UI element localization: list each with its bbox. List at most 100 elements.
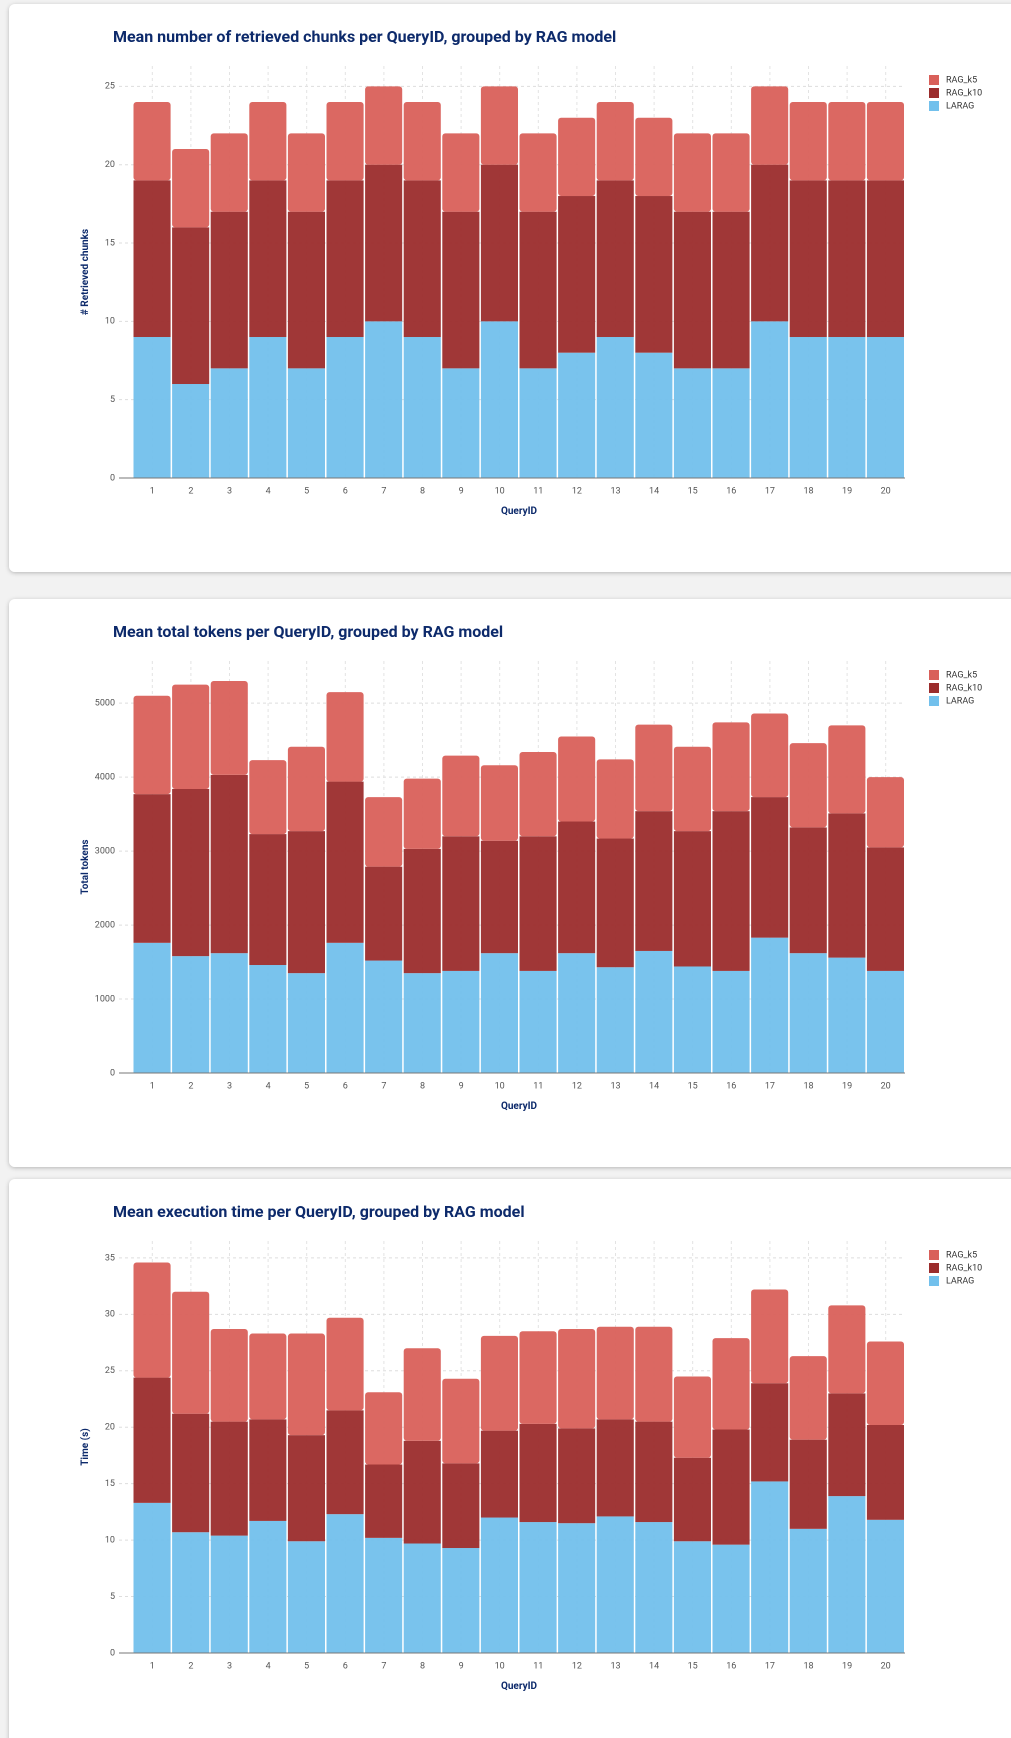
bar-segment xyxy=(519,1331,557,1424)
bar-segment xyxy=(635,811,673,951)
x-axis-label: QueryID xyxy=(501,1681,538,1692)
x-tick-label: 12 xyxy=(572,1081,582,1091)
bar-segment xyxy=(828,725,866,814)
bar-segment xyxy=(365,866,403,961)
x-tick-label: 9 xyxy=(459,1661,464,1671)
bar-segment xyxy=(673,133,711,212)
bar-segment xyxy=(558,1428,596,1524)
bar-segment xyxy=(287,973,325,1073)
bar-segment xyxy=(172,956,210,1073)
x-tick-label: 17 xyxy=(765,486,775,496)
y-tick-label: 0 xyxy=(110,473,115,483)
x-tick-label: 2 xyxy=(188,1661,193,1671)
bar-segment xyxy=(596,180,634,338)
bar-segment xyxy=(828,102,866,181)
x-tick-label: 7 xyxy=(381,1661,386,1671)
bar-segment xyxy=(326,942,364,1073)
bar-segment xyxy=(789,180,827,338)
bar-segment xyxy=(635,724,673,812)
bar-segment xyxy=(635,352,673,478)
y-tick-label: 3000 xyxy=(95,846,115,856)
bar-segment xyxy=(712,211,750,369)
bar-segment xyxy=(403,1348,441,1441)
bar-segment xyxy=(403,973,441,1073)
bar-segment xyxy=(712,970,750,1073)
bar-segment xyxy=(519,1522,557,1653)
bar-segment xyxy=(326,1410,364,1515)
x-tick-label: 3 xyxy=(227,486,232,496)
x-tick-label: 8 xyxy=(420,1661,425,1671)
bar-segment xyxy=(403,848,441,974)
bar-segment xyxy=(326,692,364,782)
bar-segment xyxy=(751,1383,789,1482)
bar-segment xyxy=(133,942,171,1073)
y-tick-label: 5 xyxy=(110,1592,115,1602)
legend-label: RAG_k10 xyxy=(946,88,982,98)
x-tick-label: 11 xyxy=(533,1661,543,1671)
bar-segment xyxy=(133,1377,171,1503)
bar-segment xyxy=(866,847,904,971)
bar-segment xyxy=(558,953,596,1073)
x-tick-label: 5 xyxy=(304,1081,309,1091)
bar-segment xyxy=(558,117,596,197)
bar-segment xyxy=(673,1376,711,1458)
bar-segment xyxy=(287,1541,325,1653)
bar-segment xyxy=(480,86,518,165)
legend-swatch xyxy=(929,1276,939,1286)
bar-segment xyxy=(480,840,518,954)
bar-segment xyxy=(789,827,827,954)
bar-segment xyxy=(442,836,480,971)
bar-segment xyxy=(712,368,750,478)
y-axis-label: # Retrieved chunks xyxy=(80,229,91,315)
bar-segment xyxy=(596,1419,634,1517)
bar-segment xyxy=(210,1329,248,1422)
bar-segment xyxy=(172,227,210,385)
y-axis-label: Time (s) xyxy=(79,1428,91,1466)
bar-segment xyxy=(751,86,789,165)
bar-segment xyxy=(287,368,325,478)
bar-segment xyxy=(172,1413,210,1533)
y-tick-label: 25 xyxy=(105,82,115,92)
x-tick-label: 4 xyxy=(266,1081,271,1091)
bar-segment xyxy=(249,1520,287,1653)
bar-segment xyxy=(403,778,441,849)
bar-segment xyxy=(828,1496,866,1653)
chart-card: Mean total tokens per QueryID, grouped b… xyxy=(9,599,1011,1167)
x-tick-label: 6 xyxy=(343,1661,348,1671)
x-tick-label: 20 xyxy=(881,1081,891,1091)
bar-segment xyxy=(172,684,210,789)
bar-segment xyxy=(596,337,634,478)
bar-segment xyxy=(133,337,171,478)
bar-segment xyxy=(751,937,789,1073)
y-tick-label: 20 xyxy=(105,160,115,170)
bar-segment xyxy=(172,384,210,478)
bar-segment xyxy=(403,180,441,338)
bar-segment xyxy=(210,953,248,1073)
bar-segment xyxy=(133,180,171,338)
legend-label: RAG_k5 xyxy=(946,75,977,85)
y-tick-label: 15 xyxy=(105,1479,115,1489)
x-tick-label: 2 xyxy=(188,486,193,496)
x-tick-label: 1 xyxy=(150,486,155,496)
bar-segment xyxy=(828,1393,866,1497)
legend-label: LARAG xyxy=(946,1276,974,1286)
bar-segment xyxy=(519,970,557,1073)
bar-segment xyxy=(751,164,789,322)
chart-title: Mean total tokens per QueryID, grouped b… xyxy=(113,622,503,641)
bar-segment xyxy=(249,1333,287,1420)
x-tick-label: 15 xyxy=(688,1081,698,1091)
bar-segment xyxy=(133,695,171,795)
bar-segment xyxy=(326,1514,364,1653)
y-axis-label: Total tokens xyxy=(80,839,91,894)
x-tick-label: 8 xyxy=(420,486,425,496)
legend-swatch xyxy=(929,670,939,680)
bar-segment xyxy=(287,211,325,369)
bar-segment xyxy=(866,1341,904,1425)
bar-segment xyxy=(866,970,904,1073)
x-tick-label: 19 xyxy=(842,486,852,496)
bar-segment xyxy=(172,149,210,228)
bar-segment xyxy=(287,831,325,974)
bar-segment xyxy=(789,102,827,181)
x-tick-label: 6 xyxy=(343,1081,348,1091)
